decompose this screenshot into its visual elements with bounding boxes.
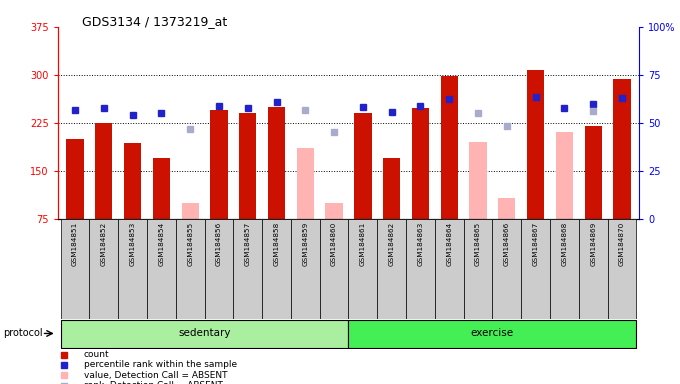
Text: GSM184855: GSM184855 [187, 222, 193, 266]
Bar [262, 219, 291, 319]
Text: GSM184864: GSM184864 [446, 222, 452, 266]
Bar [239, 113, 256, 219]
Bar [67, 139, 84, 219]
Bar [613, 79, 630, 219]
Bar [607, 219, 636, 319]
Bar [441, 76, 458, 219]
Text: GSM184870: GSM184870 [619, 222, 625, 266]
Bar [464, 219, 492, 319]
Text: GSM184859: GSM184859 [303, 222, 308, 266]
Text: GSM184863: GSM184863 [418, 222, 424, 266]
Text: GSM184862: GSM184862 [389, 222, 394, 266]
Text: GSM184861: GSM184861 [360, 222, 366, 266]
Bar [61, 219, 90, 319]
Bar [61, 320, 348, 348]
Bar [118, 219, 147, 319]
Text: GSM184867: GSM184867 [532, 222, 539, 266]
Bar [585, 126, 602, 219]
Bar [124, 143, 141, 219]
Bar [550, 219, 579, 319]
Bar [348, 219, 377, 319]
Text: GSM184854: GSM184854 [158, 222, 165, 266]
Bar [320, 219, 348, 319]
Text: GSM184866: GSM184866 [504, 222, 510, 266]
Text: GSM184853: GSM184853 [130, 222, 135, 266]
Bar [556, 132, 573, 219]
Bar [521, 219, 550, 319]
Bar [233, 219, 262, 319]
Bar [383, 158, 401, 219]
Text: count: count [84, 350, 109, 359]
Text: GSM184869: GSM184869 [590, 222, 596, 266]
Bar [579, 219, 607, 319]
Text: exercise: exercise [471, 328, 514, 338]
Bar [354, 113, 371, 219]
Bar [498, 198, 515, 219]
Text: rank, Detection Call = ABSENT: rank, Detection Call = ABSENT [84, 381, 223, 384]
Bar [291, 219, 320, 319]
Bar [205, 219, 233, 319]
Bar [377, 219, 406, 319]
Bar [210, 110, 228, 219]
Bar [268, 107, 285, 219]
Bar [492, 219, 521, 319]
Bar [182, 203, 199, 219]
Bar [435, 219, 464, 319]
Text: GDS3134 / 1373219_at: GDS3134 / 1373219_at [82, 15, 227, 28]
Text: GSM184865: GSM184865 [475, 222, 481, 266]
Bar [406, 219, 435, 319]
Text: GSM184868: GSM184868 [562, 222, 567, 266]
Text: protocol: protocol [3, 328, 43, 338]
Text: GSM184856: GSM184856 [216, 222, 222, 266]
Text: GSM184858: GSM184858 [273, 222, 279, 266]
Bar [412, 108, 429, 219]
Bar [527, 70, 544, 219]
Text: GSM184852: GSM184852 [101, 222, 107, 266]
Text: GSM184857: GSM184857 [245, 222, 251, 266]
Bar [348, 320, 636, 348]
Text: sedentary: sedentary [178, 328, 231, 338]
Text: GSM184851: GSM184851 [72, 222, 78, 266]
Text: value, Detection Call = ABSENT: value, Detection Call = ABSENT [84, 371, 228, 380]
Bar [95, 123, 112, 219]
Bar [153, 158, 170, 219]
Text: GSM184860: GSM184860 [331, 222, 337, 266]
Bar [90, 219, 118, 319]
Bar [326, 203, 343, 219]
Bar [469, 142, 487, 219]
Bar [147, 219, 176, 319]
Text: percentile rank within the sample: percentile rank within the sample [84, 361, 237, 369]
Bar [296, 149, 314, 219]
Bar [176, 219, 205, 319]
